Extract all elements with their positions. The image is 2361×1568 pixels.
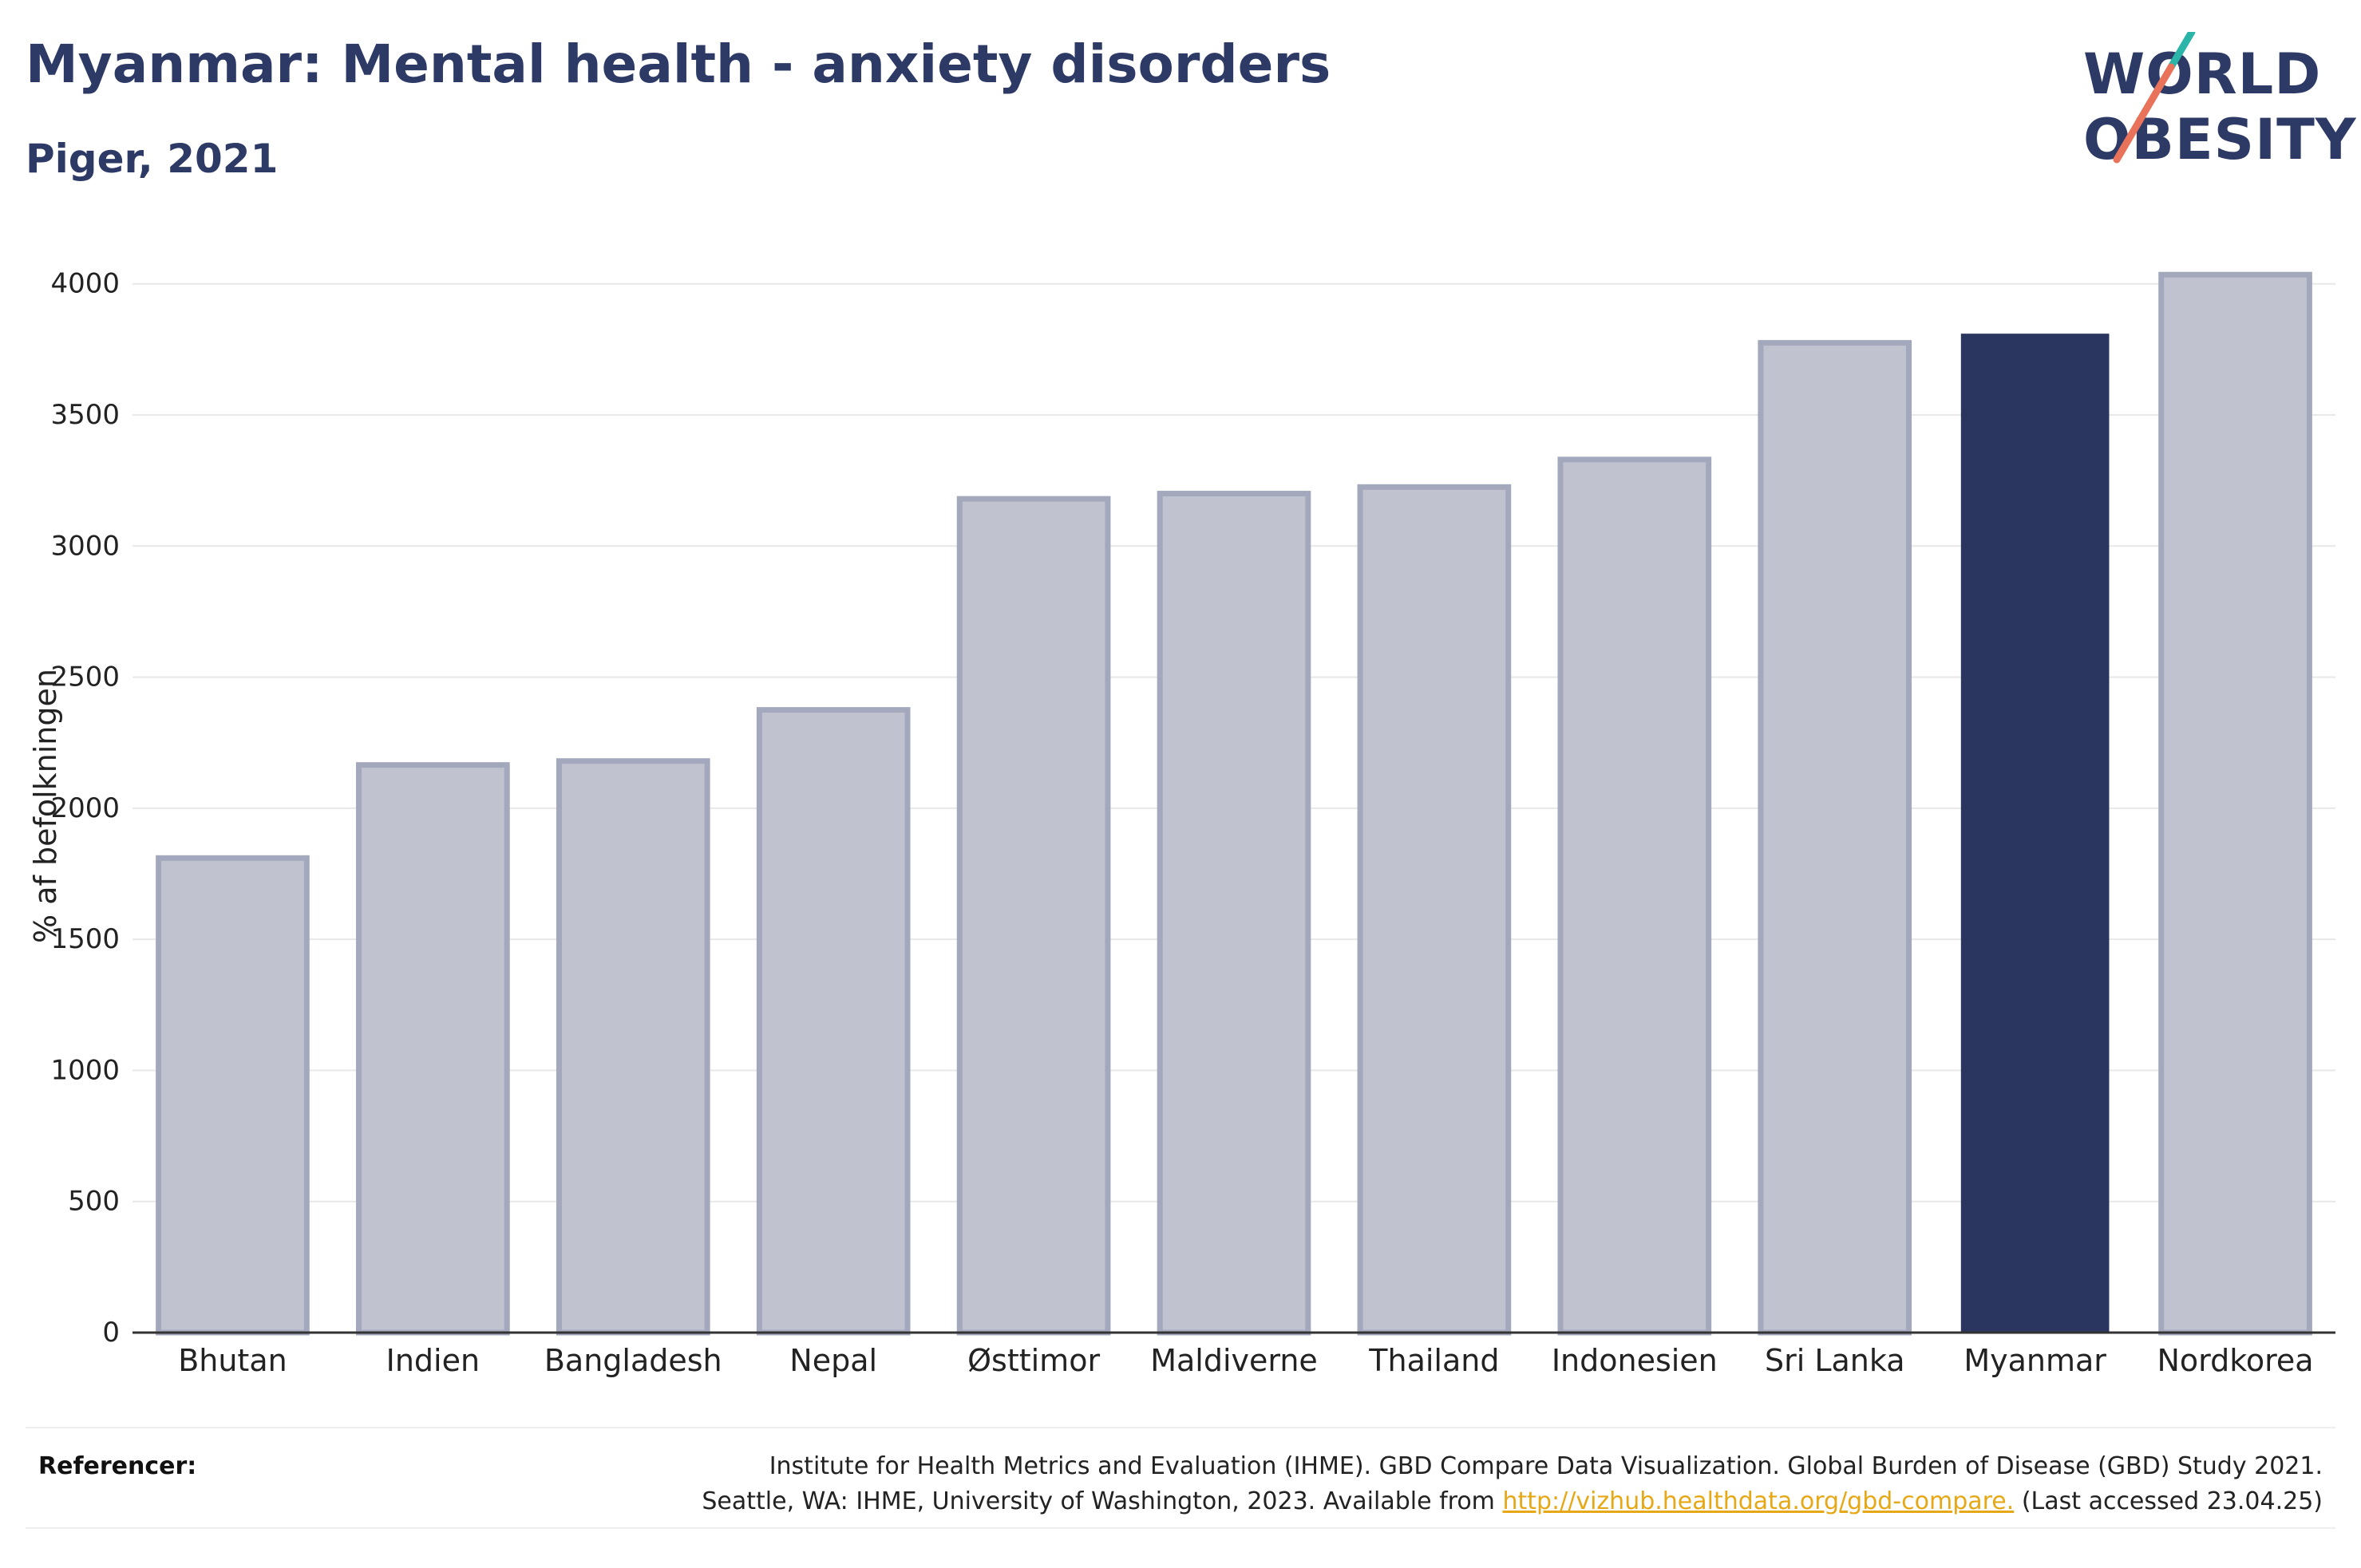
y-tick-label: 4000	[50, 268, 120, 300]
bar-nepal	[756, 707, 911, 1336]
y-tick-label: 2000	[50, 792, 120, 824]
logo-text-world: WORLD	[2083, 41, 2322, 107]
reference-line-2: Seattle, WA: IHME, University of Washing…	[702, 1484, 2323, 1519]
reference-line-2-prefix: Seattle, WA: IHME, University of Washing…	[702, 1487, 1503, 1515]
references-text: Institute for Health Metrics and Evaluat…	[702, 1449, 2323, 1519]
references-section: Referencer: Institute for Health Metrics…	[26, 1427, 2335, 1529]
y-tick-label: 1000	[50, 1054, 120, 1086]
y-tick-label: 3500	[50, 399, 120, 431]
reference-line-2-suffix: (Last accessed 23.04.25)	[2014, 1487, 2323, 1515]
y-tick-label: 2500	[50, 662, 120, 693]
logo-slash-icon	[2113, 32, 2196, 164]
bar-østtimor	[956, 496, 1111, 1336]
bar-indonesien	[1557, 456, 1712, 1336]
reference-line-1: Institute for Health Metrics and Evaluat…	[769, 1452, 2323, 1480]
x-tick-label: Nepal	[789, 1343, 877, 1378]
reference-link[interactable]: http://vizhub.healthdata.org/gbd-compare…	[1502, 1487, 2015, 1515]
y-tick-label: 1500	[50, 923, 120, 955]
chart-title: Myanmar: Mental health - anxiety disorde…	[26, 34, 1331, 95]
x-tick-label: Østtimor	[967, 1343, 1100, 1378]
bar-myanmar	[1960, 334, 2110, 1333]
bar-bhutan	[156, 855, 310, 1336]
x-tick-label: Indonesien	[1552, 1343, 1718, 1378]
x-tick-label: Bhutan	[178, 1343, 287, 1378]
bar-thailand	[1357, 484, 1512, 1336]
bar-nordkorea	[2158, 271, 2312, 1336]
bar-chart: 0 500 1000 1500 2000 2500 3000 3500 4000 Bhutan In…	[28, 268, 2335, 1378]
x-tick-label: Maldiverne	[1150, 1343, 1318, 1378]
x-tick-label: Indien	[386, 1343, 480, 1378]
bar-sri-lanka	[1758, 340, 1912, 1336]
y-axis-label: % af befolkningen	[28, 669, 63, 943]
x-tick-label: Myanmar	[1964, 1343, 2106, 1378]
y-tick-label: 3000	[50, 530, 120, 562]
chart-subtitle: Piger, 2021	[26, 136, 279, 182]
bar-maldiverne	[1157, 491, 1311, 1336]
world-obesity-logo: WORLD OBESITY	[2083, 32, 2356, 168]
bar-bangladesh	[556, 758, 710, 1336]
references-label: Referencer:	[38, 1452, 197, 1480]
y-tick-label: 0	[102, 1317, 120, 1349]
x-tick-label: Sri Lanka	[1765, 1343, 1905, 1378]
x-tick-label: Bangladesh	[544, 1343, 722, 1378]
x-tick-label: Thailand	[1368, 1343, 1499, 1378]
bar-indien	[356, 762, 510, 1336]
y-tick-label: 500	[68, 1186, 120, 1218]
x-tick-label: Nordkorea	[2157, 1343, 2313, 1378]
